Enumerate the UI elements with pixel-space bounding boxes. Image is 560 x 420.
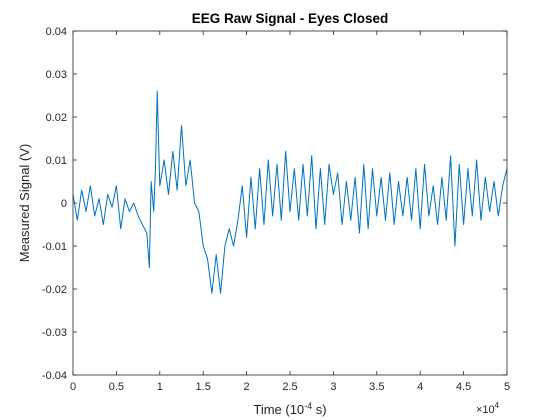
y-tick-label: -0.04 bbox=[42, 370, 67, 382]
x-axis-label-tail: s) bbox=[312, 402, 326, 417]
plot-area bbox=[73, 31, 507, 375]
y-axis-label: Measured Signal (V) bbox=[17, 144, 32, 263]
y-tick-label: -0.03 bbox=[42, 327, 67, 339]
x-tick-label: 0 bbox=[70, 381, 76, 393]
y-tick-label: 0.02 bbox=[46, 112, 67, 124]
y-tick-label: 0.04 bbox=[46, 26, 67, 38]
y-axis: -0.04 -0.03 -0.02 -0.01 0 0.01 0.02 0.03 0.04 bbox=[42, 26, 507, 382]
x-tick-label: 0.5 bbox=[109, 381, 124, 393]
x-tick-label: 1 bbox=[157, 381, 163, 393]
x-axis: 0 0.5 1 1.5 2 2.5 3 3.5 4 4.5 5 bbox=[70, 31, 510, 393]
y-tick-label: -0.01 bbox=[42, 241, 67, 253]
x-tick-label: 2 bbox=[244, 381, 250, 393]
x-tick-label: 4.5 bbox=[456, 381, 471, 393]
x-axis-label-main: Time (10 bbox=[253, 402, 304, 417]
y-tick-label: 0 bbox=[61, 198, 67, 210]
x-axis-label-exponent: -4 bbox=[304, 401, 312, 411]
x-axis-multiplier: ×104 bbox=[476, 401, 500, 416]
y-tick-label: 0.01 bbox=[46, 155, 67, 167]
x-axis-multiplier-exponent: 4 bbox=[495, 401, 500, 410]
y-tick-label: 0.03 bbox=[46, 69, 67, 81]
x-tick-label: 2.5 bbox=[282, 381, 297, 393]
series-line bbox=[72, 90, 508, 294]
x-axis-label: Time (10-4 s) bbox=[253, 401, 326, 417]
chart-title: EEG Raw Signal - Eyes Closed bbox=[192, 11, 389, 26]
x-tick-label: 3.5 bbox=[369, 381, 384, 393]
axes-box bbox=[72, 30, 508, 376]
x-tick-label: 4 bbox=[417, 381, 423, 393]
x-tick-label: 3 bbox=[330, 381, 336, 393]
x-tick-label: 1.5 bbox=[196, 381, 211, 393]
series-group bbox=[72, 90, 508, 294]
y-tick-label: -0.02 bbox=[42, 284, 67, 296]
x-axis-multiplier-base: ×10 bbox=[476, 404, 495, 416]
x-tick-label: 5 bbox=[504, 381, 510, 393]
